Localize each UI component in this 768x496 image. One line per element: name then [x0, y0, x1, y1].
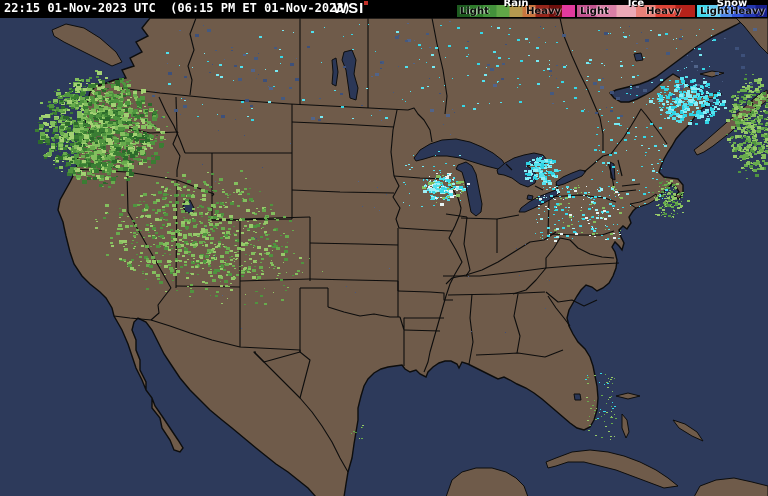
legend-ice-heavy-label: Heavy — [646, 6, 681, 17]
radar-map-canvas — [0, 18, 768, 496]
legend-snow-heavy-label: Heavy — [730, 6, 765, 17]
legend-rain-light-label: Light — [460, 6, 489, 17]
legend-snow-light-label: Light — [700, 6, 729, 17]
legend-snow-title: Snow — [716, 0, 748, 9]
legend-snow-gradient-bar: Light Heavy — [697, 5, 767, 17]
legend-rain-title: Rain — [503, 0, 529, 9]
precip-legend: Rain Light Heavy Ice Light Heavy Snow Li… — [408, 0, 768, 18]
wsi-trademark-square — [364, 1, 369, 5]
legend-rain-gradient-bar: Light Heavy — [457, 5, 575, 17]
title-bar: 22:15 01-Nov-2023 UTC (06:15 PM ET 01-No… — [0, 0, 768, 18]
legend-rain: Rain Light Heavy — [456, 0, 576, 18]
legend-rain-heavy-label: Heavy — [526, 6, 561, 17]
timestamp-text: 22:15 01-Nov-2023 UTC (06:15 PM ET 01-No… — [4, 1, 351, 15]
legend-ice: Ice Light Heavy — [576, 0, 696, 18]
legend-snow: Snow Light Heavy — [696, 0, 768, 18]
wsi-logo: WSI — [333, 0, 369, 17]
legend-ice-light-label: Light — [580, 6, 609, 17]
legend-ice-gradient-bar: Light Heavy — [577, 5, 695, 17]
legend-ice-title: Ice — [627, 0, 645, 9]
